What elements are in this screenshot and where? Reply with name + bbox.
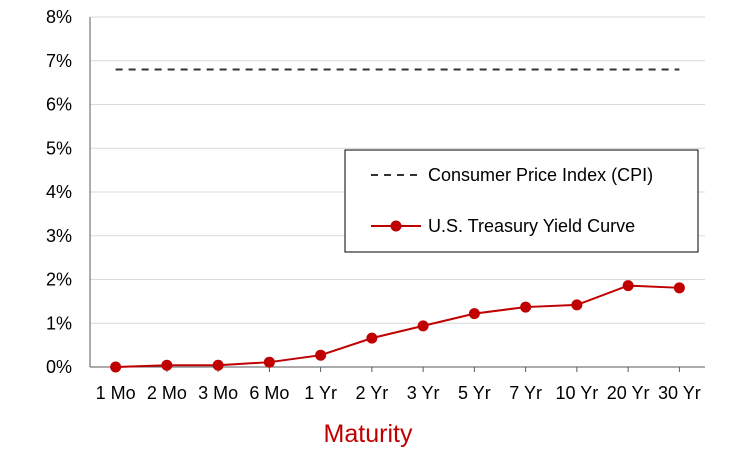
legend-yield-label: U.S. Treasury Yield Curve [428, 216, 635, 236]
y-tick-label: 6% [46, 95, 72, 115]
yield-point [468, 308, 480, 320]
x-tick-label: 3 Mo [198, 383, 238, 403]
x-tick-label: 30 Yr [658, 383, 701, 403]
x-axis-title: Maturity [324, 420, 413, 448]
x-tick-label: 20 Yr [607, 383, 650, 403]
yield-point [315, 349, 327, 361]
x-tick-label: 7 Yr [509, 383, 542, 403]
yield-point [673, 282, 685, 294]
y-tick-label: 5% [46, 138, 72, 158]
yield-point [622, 280, 634, 292]
y-tick-label: 2% [46, 270, 72, 290]
yield-point [212, 359, 224, 371]
x-tick-label: 5 Yr [458, 383, 491, 403]
yield-point [366, 332, 378, 344]
x-tick-label: 1 Mo [96, 383, 136, 403]
x-tick-label: 10 Yr [556, 383, 599, 403]
y-tick-label: 1% [46, 313, 72, 333]
legend-cpi-label: Consumer Price Index (CPI) [428, 165, 653, 185]
x-tick-label: 6 Mo [249, 383, 289, 403]
x-tick-label: 2 Yr [356, 383, 389, 403]
legend: Consumer Price Index (CPI) U.S. Treasury… [344, 149, 699, 253]
y-tick-label: 0% [46, 357, 72, 377]
x-tick-label: 1 Yr [304, 383, 337, 403]
yield-point [110, 361, 122, 373]
y-tick-labels: 0% 1% 2% 3% 4% 5% 6% 7% 8% [46, 7, 72, 377]
yield-curve-line [115, 284, 680, 368]
y-tick-label: 8% [46, 7, 72, 27]
x-tick-label: 2 Mo [147, 383, 187, 403]
x-tick-label: 3 Yr [407, 383, 440, 403]
yield-point [520, 301, 532, 313]
yield-point [263, 356, 275, 368]
yield-point [161, 359, 173, 371]
y-tick-label: 4% [46, 182, 72, 202]
yield-point [417, 320, 429, 332]
y-tick-label: 3% [46, 226, 72, 246]
x-tick-labels: 1 Mo 2 Mo 3 Mo 6 Mo 1 Yr 2 Yr 3 Yr 5 Yr 7 Yr 10 Y… [96, 383, 701, 403]
legend-yield-marker [390, 220, 402, 232]
legend-box [344, 149, 699, 253]
y-tick-label: 7% [46, 51, 72, 71]
series-lines [110, 68, 685, 373]
yield-point [571, 299, 583, 311]
